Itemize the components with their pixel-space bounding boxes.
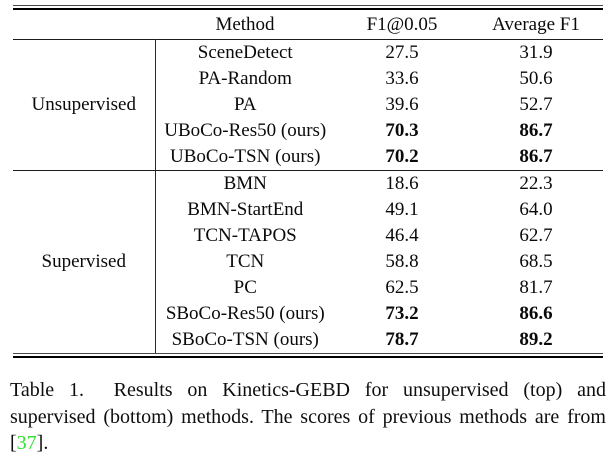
avg-f1-cell: 64.0 <box>519 199 553 220</box>
method-cell: PC <box>233 277 257 298</box>
results-table: Method F1@0.05 Average F1 Unsupervised S… <box>13 5 603 358</box>
avg-f1-cell: 86.6 <box>519 303 553 324</box>
avg-f1-cell: 31.9 <box>519 42 553 63</box>
f1-cell: 58.8 <box>385 251 419 272</box>
f1-cell: 62.5 <box>385 277 419 298</box>
f1-cell: 39.6 <box>385 94 419 115</box>
f1-cell: 70.2 <box>385 146 419 167</box>
f1-cell: 27.5 <box>385 42 419 63</box>
method-cell: SBoCo-TSN (ours) <box>171 329 319 350</box>
f1-cell: 33.6 <box>385 68 419 89</box>
method-cell: PA-Random <box>198 68 292 89</box>
avg-f1-cell: 89.2 <box>519 329 553 350</box>
caption-text-after: ]. <box>36 432 49 454</box>
table-row: PC 62.5 81.7 <box>13 275 603 301</box>
method-cell: BMN-StartEnd <box>187 199 304 220</box>
results-table-grid: Method F1@0.05 Average F1 Unsupervised S… <box>13 10 603 353</box>
citation-link-37[interactable]: 37 <box>16 432 37 454</box>
header-empty-cell <box>13 10 155 40</box>
table-row: PA-Random 33.6 50.6 <box>13 66 603 92</box>
table-row: UBoCo-TSN (ours) 70.2 86.7 <box>13 144 603 171</box>
f1-cell: 78.7 <box>385 329 419 350</box>
col-header-f1: F1@0.05 <box>366 13 438 35</box>
table-row: Supervised BMN 18.6 22.3 <box>13 170 603 353</box>
method-cell: UBoCo-Res50 (ours) <box>164 120 327 141</box>
avg-f1-cell: 81.7 <box>519 277 553 298</box>
method-cell: TCN <box>226 251 265 272</box>
f1-cell: 70.3 <box>385 120 419 141</box>
avg-f1-cell: 86.7 <box>519 146 553 167</box>
table-caption: Table 1. Results on Kinetics-GEBD for un… <box>10 377 606 457</box>
f1-cell: 49.1 <box>385 199 419 220</box>
method-cell: PA <box>233 94 257 115</box>
f1-cell: 73.2 <box>385 303 419 324</box>
method-cell: UBoCo-TSN (ours) <box>170 146 321 167</box>
header-row: Method F1@0.05 Average F1 <box>13 10 603 40</box>
table-row: TCN-TAPOS 46.4 62.7 <box>13 223 603 249</box>
group-label-unsupervised: Unsupervised <box>13 39 156 171</box>
paper-page: Method F1@0.05 Average F1 Unsupervised S… <box>0 5 616 460</box>
avg-f1-cell: 50.6 <box>519 68 553 89</box>
avg-f1-cell: 68.5 <box>519 251 553 272</box>
table-top-rule <box>13 5 603 10</box>
method-cell: TCN-TAPOS <box>193 225 297 246</box>
table-row: UBoCo-Res50 (ours) 70.3 86.7 <box>13 118 603 144</box>
f1-cell: 18.6 <box>385 173 419 194</box>
caption-text: Table 1. Results on Kinetics-GEBD for un… <box>10 379 606 454</box>
f1-cell: 46.4 <box>385 225 419 246</box>
table-row: PA 39.6 52.7 <box>13 92 603 118</box>
group-label-supervised: Supervised <box>13 170 156 353</box>
col-header-method: Method <box>215 13 275 35</box>
method-cell: SceneDetect <box>197 42 293 63</box>
avg-f1-cell: 22.3 <box>519 173 553 194</box>
avg-f1-cell: 62.7 <box>519 225 553 246</box>
avg-f1-cell: 86.7 <box>519 120 553 141</box>
col-header-average-f1: Average F1 <box>492 13 580 35</box>
table-row: SBoCo-Res50 (ours) 73.2 86.6 <box>13 301 603 327</box>
method-cell: SBoCo-Res50 (ours) <box>165 303 325 324</box>
avg-f1-cell: 52.7 <box>519 94 553 115</box>
table-row: TCN 58.8 68.5 <box>13 249 603 275</box>
table-row: Unsupervised SceneDetect 27.5 31.9 <box>13 39 603 171</box>
method-cell: BMN <box>223 173 267 194</box>
table-row: BMN-StartEnd 49.1 64.0 <box>13 197 603 223</box>
table-row: SBoCo-TSN (ours) 78.7 89.2 <box>13 327 603 353</box>
table-bottom-rule <box>13 353 603 358</box>
